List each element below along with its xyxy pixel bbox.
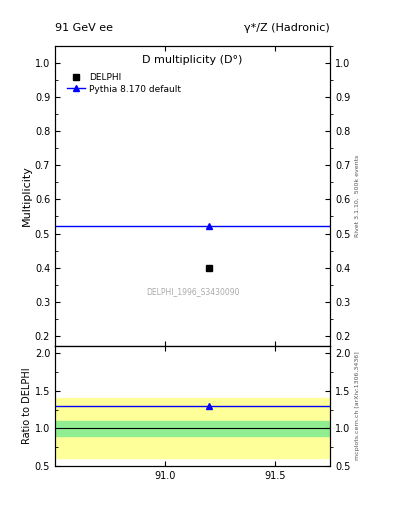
Y-axis label: Ratio to DELPHI: Ratio to DELPHI	[22, 368, 32, 444]
Legend: DELPHI, Pythia 8.170 default: DELPHI, Pythia 8.170 default	[65, 72, 183, 95]
Y-axis label: mcplots.cern.ch [arXiv:1306.3436]: mcplots.cern.ch [arXiv:1306.3436]	[354, 352, 360, 460]
Text: DELPHI_1996_S3430090: DELPHI_1996_S3430090	[146, 287, 239, 296]
Bar	[55, 398, 330, 458]
Y-axis label: Multiplicity: Multiplicity	[22, 165, 32, 226]
Y-axis label: Rivet 3.1.10,  500k events: Rivet 3.1.10, 500k events	[354, 155, 360, 237]
Text: D multiplicity (D°): D multiplicity (D°)	[142, 55, 243, 65]
Text: γ*/Z (Hadronic): γ*/Z (Hadronic)	[244, 23, 330, 33]
Text: 91 GeV ee: 91 GeV ee	[55, 23, 113, 33]
Bar	[55, 421, 330, 436]
